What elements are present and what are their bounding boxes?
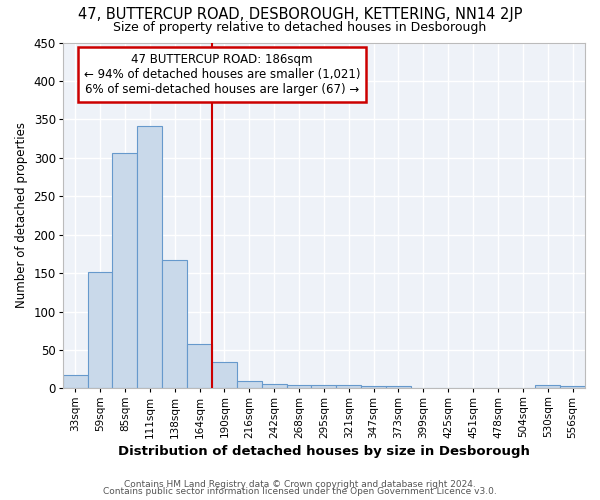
Bar xyxy=(212,362,237,388)
X-axis label: Distribution of detached houses by size in Desborough: Distribution of detached houses by size … xyxy=(118,444,530,458)
Bar xyxy=(187,344,212,389)
Y-axis label: Number of detached properties: Number of detached properties xyxy=(15,122,28,308)
Bar xyxy=(112,153,137,388)
Bar xyxy=(137,126,162,388)
Text: 47, BUTTERCUP ROAD, DESBOROUGH, KETTERING, NN14 2JP: 47, BUTTERCUP ROAD, DESBOROUGH, KETTERIN… xyxy=(78,8,522,22)
Bar xyxy=(287,384,311,388)
Bar xyxy=(560,386,585,388)
Bar xyxy=(88,272,112,388)
Bar xyxy=(361,386,386,388)
Text: 47 BUTTERCUP ROAD: 186sqm
← 94% of detached houses are smaller (1,021)
6% of sem: 47 BUTTERCUP ROAD: 186sqm ← 94% of detac… xyxy=(84,53,360,96)
Bar xyxy=(535,386,560,388)
Text: Contains HM Land Registry data © Crown copyright and database right 2024.: Contains HM Land Registry data © Crown c… xyxy=(124,480,476,489)
Bar xyxy=(337,386,361,388)
Bar xyxy=(162,260,187,388)
Bar xyxy=(386,386,411,388)
Bar xyxy=(311,386,337,388)
Bar xyxy=(237,381,262,388)
Bar xyxy=(262,384,287,388)
Text: Contains public sector information licensed under the Open Government Licence v3: Contains public sector information licen… xyxy=(103,487,497,496)
Bar xyxy=(63,374,88,388)
Text: Size of property relative to detached houses in Desborough: Size of property relative to detached ho… xyxy=(113,22,487,35)
